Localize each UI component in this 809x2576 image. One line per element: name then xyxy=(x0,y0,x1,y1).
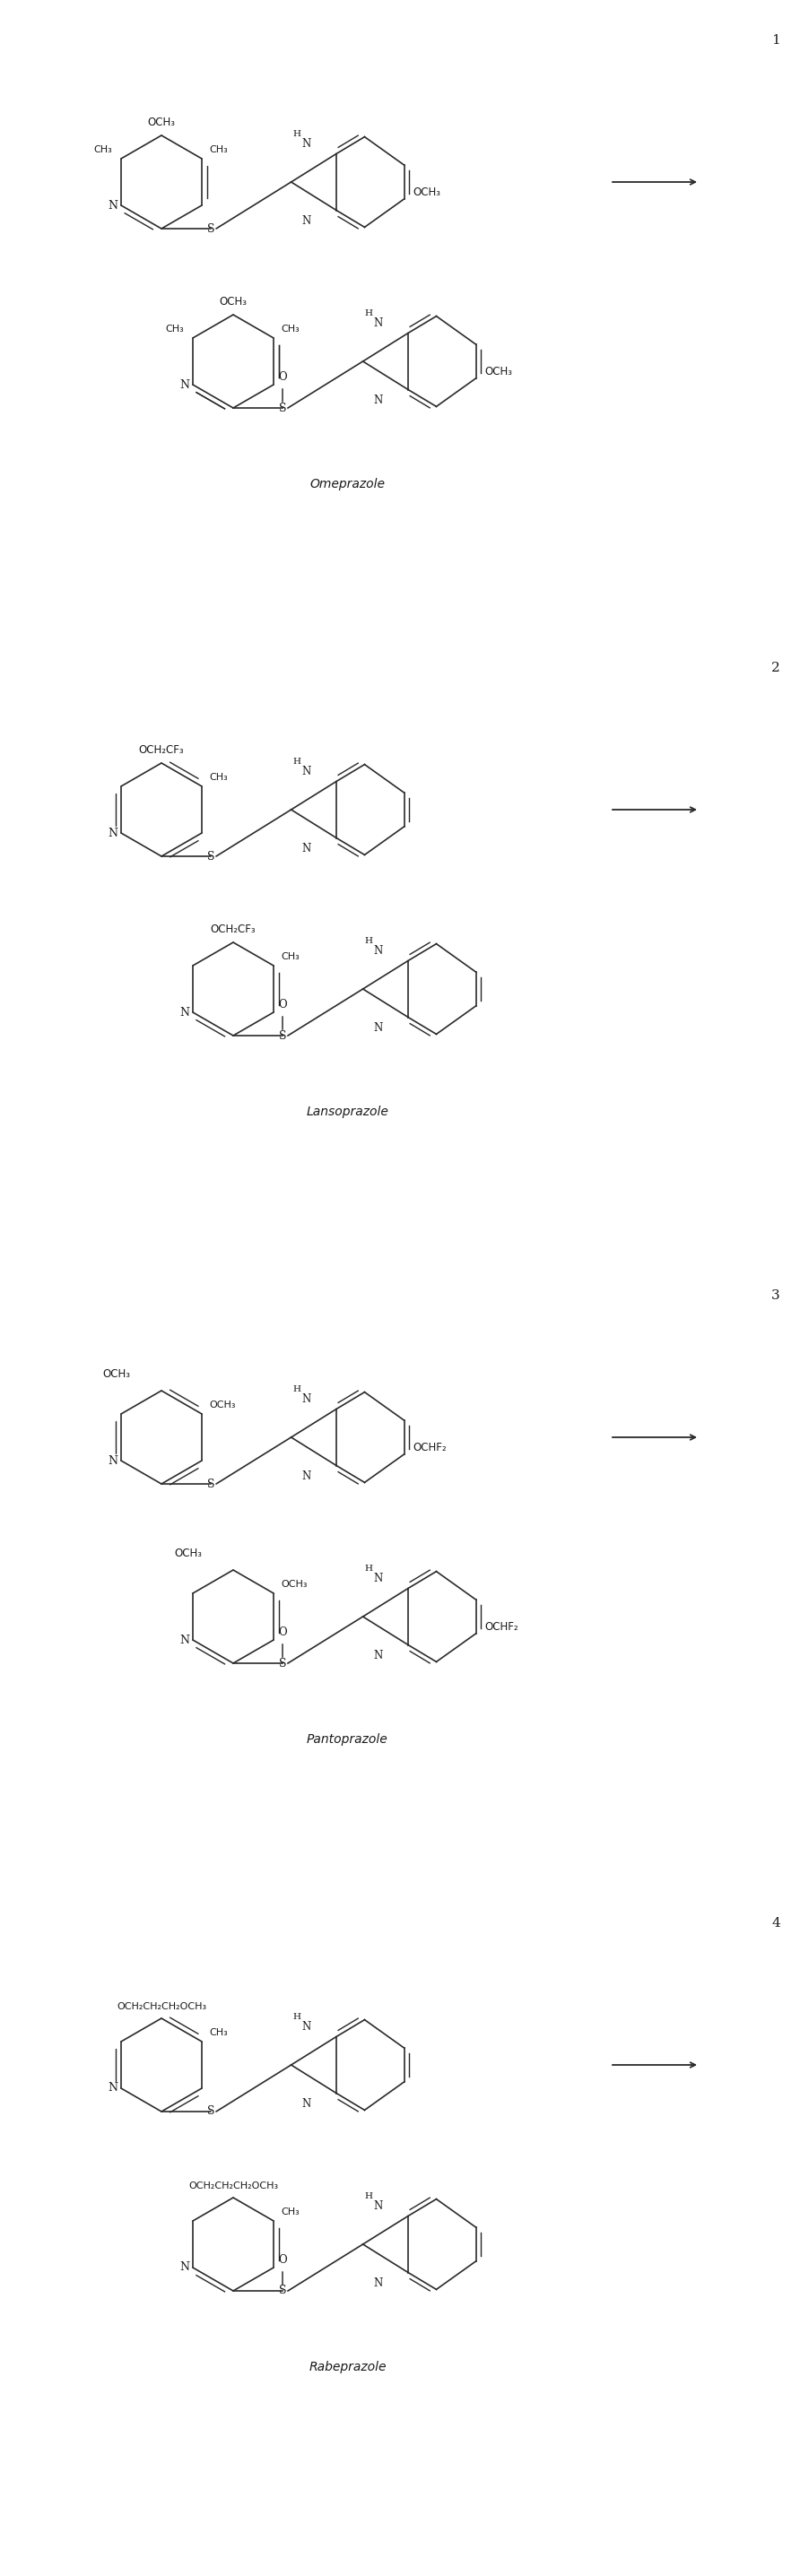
Text: N: N xyxy=(302,842,311,855)
Text: Pantoprazole: Pantoprazole xyxy=(307,1734,388,1747)
Text: Lansoprazole: Lansoprazole xyxy=(307,1105,389,1118)
Text: OCH₃: OCH₃ xyxy=(413,185,441,198)
Text: N: N xyxy=(108,827,117,840)
Text: O: O xyxy=(278,1625,287,1638)
Text: N: N xyxy=(374,317,383,330)
Text: CH₃: CH₃ xyxy=(165,325,184,332)
Text: N: N xyxy=(374,2277,383,2287)
Text: N: N xyxy=(108,198,117,211)
Text: Omeprazole: Omeprazole xyxy=(310,479,385,489)
Text: N: N xyxy=(180,2262,189,2275)
Text: OCH₃: OCH₃ xyxy=(175,1548,202,1558)
Text: S: S xyxy=(279,402,286,415)
Text: S: S xyxy=(207,2105,214,2117)
Text: OCH₃: OCH₃ xyxy=(147,116,176,129)
Text: H: H xyxy=(365,1564,373,1571)
Text: S: S xyxy=(279,2285,286,2298)
Text: OCH₃: OCH₃ xyxy=(209,1401,235,1409)
Text: CH₃: CH₃ xyxy=(281,2208,299,2215)
Text: N: N xyxy=(180,1633,189,1646)
Text: OCH₂CF₃: OCH₂CF₃ xyxy=(210,925,256,935)
Text: OCH₃: OCH₃ xyxy=(485,366,513,376)
Text: N: N xyxy=(302,2097,311,2110)
Text: CH₃: CH₃ xyxy=(209,2027,227,2038)
Text: O: O xyxy=(278,999,287,1010)
Text: OCH₃: OCH₃ xyxy=(103,1368,130,1381)
Text: H: H xyxy=(365,309,373,317)
Text: N: N xyxy=(374,2200,383,2213)
Text: Rabeprazole: Rabeprazole xyxy=(309,2360,387,2372)
Text: N: N xyxy=(180,379,189,392)
Text: N: N xyxy=(302,137,311,149)
Text: 4: 4 xyxy=(772,1917,781,1929)
Text: H: H xyxy=(293,129,301,137)
Text: CH₃: CH₃ xyxy=(209,144,227,155)
Text: OCHF₂: OCHF₂ xyxy=(485,1620,519,1633)
Text: N: N xyxy=(374,394,383,407)
Text: CH₃: CH₃ xyxy=(281,325,299,332)
Text: H: H xyxy=(293,757,301,765)
Text: OCH₂CH₂CH₂OCH₃: OCH₂CH₂CH₂OCH₃ xyxy=(116,2002,206,2012)
Text: N: N xyxy=(302,2020,311,2032)
Text: N: N xyxy=(180,1007,189,1018)
Text: N: N xyxy=(302,214,311,227)
Text: H: H xyxy=(365,938,373,945)
Text: O: O xyxy=(278,2254,287,2267)
Text: 3: 3 xyxy=(772,1291,781,1301)
Text: N: N xyxy=(302,1394,311,1404)
Text: CH₃: CH₃ xyxy=(209,773,227,783)
Text: OCH₃: OCH₃ xyxy=(219,296,247,307)
Text: 2: 2 xyxy=(772,662,781,675)
Text: CH₃: CH₃ xyxy=(94,144,112,155)
Text: CH₃: CH₃ xyxy=(281,953,299,961)
Text: S: S xyxy=(207,850,214,863)
Text: S: S xyxy=(279,1030,286,1041)
Text: OCH₃: OCH₃ xyxy=(281,1579,307,1589)
Text: N: N xyxy=(374,945,383,956)
Text: N: N xyxy=(108,1455,117,1466)
Text: S: S xyxy=(207,222,214,234)
Text: O: O xyxy=(278,371,287,384)
Text: H: H xyxy=(293,2012,301,2020)
Text: N: N xyxy=(302,1471,311,1481)
Text: S: S xyxy=(207,1479,214,1489)
Text: OCHF₂: OCHF₂ xyxy=(413,1443,447,1453)
Text: OCH₂CH₂CH₂OCH₃: OCH₂CH₂CH₂OCH₃ xyxy=(188,2182,278,2190)
Text: H: H xyxy=(293,1386,301,1394)
Text: N: N xyxy=(374,1649,383,1662)
Text: S: S xyxy=(279,1656,286,1669)
Text: N: N xyxy=(108,2081,117,2094)
Text: OCH₂CF₃: OCH₂CF₃ xyxy=(138,744,184,755)
Text: H: H xyxy=(365,2192,373,2200)
Text: N: N xyxy=(374,1023,383,1033)
Text: N: N xyxy=(374,1571,383,1584)
Text: 1: 1 xyxy=(772,33,781,46)
Text: N: N xyxy=(302,765,311,778)
